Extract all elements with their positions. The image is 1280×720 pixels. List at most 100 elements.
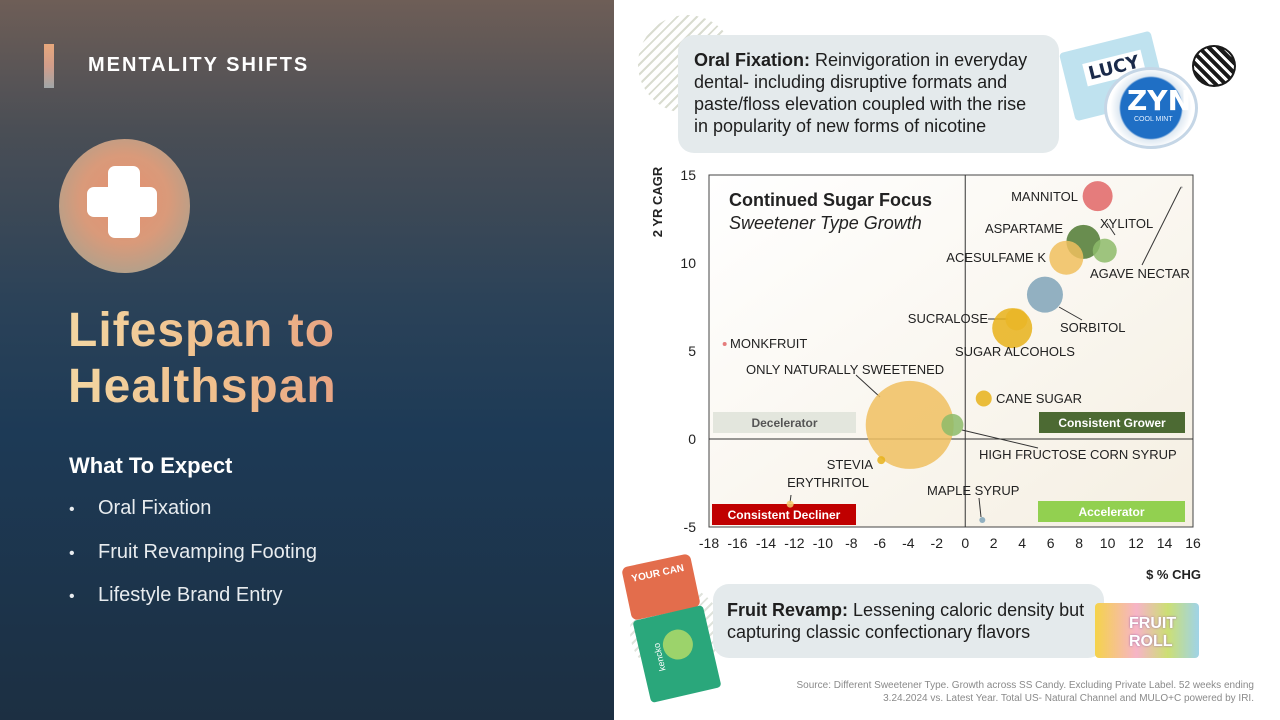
quadrant-label: Consistent Decliner	[728, 508, 841, 522]
data-point	[786, 500, 794, 508]
sweetener-scatter-chart: -18 -16 -14 -12 -10 -8 -6 -4 -2 0 2 4 6 8 10 12 14 16 -5 0 5…	[650, 166, 1201, 582]
data-label: STEVIA	[827, 457, 874, 472]
quadrant-label: Consistent Grower	[1058, 416, 1166, 430]
data-label: HIGH FRUCTOSE CORN SYRUP	[979, 447, 1177, 462]
quadrant-label: Accelerator	[1078, 505, 1144, 519]
left-panel: MENTALITY SHIFTS Lifespan to Healthspan …	[0, 0, 614, 720]
callout-text: Lessening caloric density but capturing …	[727, 600, 1085, 642]
x-tick-label: -10	[813, 535, 833, 551]
quadrant-label: Decelerator	[751, 416, 817, 430]
zyn-flavor-label: COOL MINT	[1134, 116, 1173, 123]
data-label: MONKFRUIT	[730, 336, 807, 351]
x-tick-label: 0	[961, 535, 969, 551]
x-tick-label: -4	[902, 535, 915, 551]
data-point	[722, 341, 727, 346]
x-tick-label: -16	[727, 535, 747, 551]
section-accent-bar	[44, 44, 54, 88]
plus-icon	[59, 139, 190, 273]
x-tick-label: 4	[1018, 535, 1026, 551]
leader-line	[855, 374, 881, 398]
data-label: XYLITOL	[1100, 216, 1153, 231]
x-tick-label: 16	[1185, 535, 1201, 551]
x-tick-label: 14	[1157, 535, 1173, 551]
data-label: ONLY NATURALLY SWEETENED	[746, 362, 944, 377]
callout-title: Fruit Revamp:	[727, 600, 849, 620]
source-note: Source: Different Sweetener Type. Growth…	[796, 680, 1254, 704]
oral-fixation-callout: Oral Fixation: Reinvigoration in everyda…	[678, 35, 1059, 153]
data-point	[1026, 276, 1063, 313]
x-tick-label: -12	[784, 535, 804, 551]
y-tick-label: 0	[688, 431, 696, 447]
data-point	[865, 380, 954, 469]
globe-logo-icon	[1192, 45, 1236, 87]
leader-line	[1141, 186, 1182, 266]
chart-subtitle: Sweetener Type Growth	[729, 213, 922, 233]
expect-list: • Oral Fixation • Fruit Revamping Footing …	[69, 497, 317, 628]
leader-line	[978, 497, 982, 518]
x-tick-label: -8	[845, 535, 858, 551]
headline: Lifespan to Healthspan	[68, 303, 588, 415]
data-point	[1049, 240, 1084, 275]
fruit-snack-label: FRUIT ROLL	[1129, 615, 1177, 650]
quadrant-label-box	[713, 412, 856, 433]
x-tick-label: 12	[1128, 535, 1144, 551]
x-tick-label: -18	[699, 535, 719, 551]
data-point	[979, 516, 986, 523]
x-axis-label: $ % CHG	[1146, 567, 1201, 582]
apple-graphic	[659, 626, 696, 663]
list-item: • Fruit Revamping Footing	[69, 541, 317, 585]
list-item: • Lifestyle Brand Entry	[69, 584, 317, 628]
data-point	[1092, 238, 1117, 263]
x-tick-label: 6	[1047, 535, 1055, 551]
bullet-icon: •	[69, 544, 75, 562]
data-label: MAPLE SYRUP	[927, 483, 1019, 498]
headline-line-2: Healthspan	[68, 359, 588, 415]
data-point	[1180, 186, 1183, 189]
y-tick-label: -5	[684, 519, 697, 535]
callout-title: Oral Fixation:	[694, 50, 811, 70]
section-label: MENTALITY SHIFTS	[88, 54, 310, 76]
x-tick-label: -6	[874, 535, 887, 551]
data-point	[877, 456, 886, 465]
y-tick-label: 15	[680, 167, 696, 183]
data-label: AGAVE NECTAR	[1090, 266, 1190, 281]
quadrant-label-box	[1039, 412, 1185, 433]
x-tick-label: -14	[756, 535, 776, 551]
data-point	[975, 390, 992, 407]
zyn-brand-logo: ZYN	[1127, 84, 1192, 117]
headline-line-1: Lifespan to	[68, 303, 588, 359]
chart-title: Continued Sugar Focus	[729, 190, 932, 210]
list-item: • Oral Fixation	[69, 497, 317, 541]
data-label: MANNITOL	[1011, 189, 1078, 204]
data-point	[992, 308, 1033, 349]
x-tick-label: -2	[931, 535, 944, 551]
leader-line	[961, 429, 1039, 449]
data-label: SUGAR ALCOHOLS	[955, 344, 1075, 359]
fruit-snack-product-image: FRUIT ROLL	[1095, 603, 1199, 658]
expect-title: What To Expect	[69, 453, 233, 478]
bullet-icon: •	[69, 501, 75, 518]
data-point	[941, 413, 964, 436]
plus-icon-horizontal	[87, 187, 157, 217]
snack-bag-label: YOUR CAN	[630, 562, 686, 585]
quadrant-label-box	[1038, 501, 1185, 522]
data-label: ASPARTAME	[985, 221, 1063, 236]
x-tick-label: 10	[1100, 535, 1116, 551]
plot-area	[708, 174, 1194, 528]
bullet-icon: •	[69, 588, 75, 605]
y-tick-label: 5	[688, 343, 696, 359]
data-label: ACESULFAME K	[946, 250, 1046, 265]
data-label: CANE SUGAR	[996, 391, 1082, 406]
fruit-revamp-callout: Fruit Revamp: Lessening caloric density …	[713, 584, 1104, 658]
list-item-label: Lifestyle Brand Entry	[98, 584, 283, 606]
data-point	[1082, 181, 1113, 212]
list-item-label: Fruit Revamping Footing	[98, 540, 317, 563]
data-label: ERYTHRITOL	[787, 475, 869, 490]
leader-line	[1106, 222, 1116, 236]
x-tick-label: 8	[1075, 535, 1083, 551]
data-label: SUCRALOSE	[908, 311, 989, 326]
y-axis-label: 2 YR CAGR	[650, 166, 665, 237]
callout-text: Reinvigoration in everyday dental- inclu…	[694, 50, 1028, 136]
quadrant-label-box	[712, 504, 856, 525]
list-item-label: Oral Fixation	[98, 497, 212, 519]
